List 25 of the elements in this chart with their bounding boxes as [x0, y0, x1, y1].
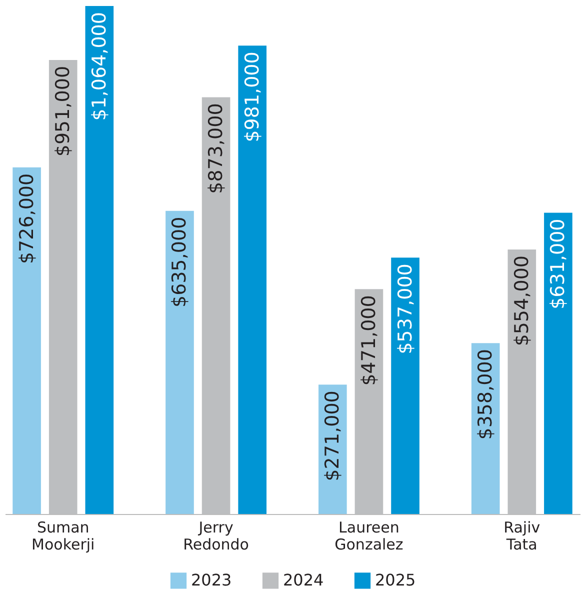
x-tick-label: Jerry Redondo — [183, 518, 249, 554]
x-tick-label: Laureen Gonzalez — [334, 518, 404, 554]
legend-label: 2024 — [283, 570, 324, 590]
data-label: $631,000 — [547, 218, 570, 310]
data-label: $951,000 — [52, 66, 74, 157]
x-tick-label: Rajiv Tata — [504, 518, 540, 554]
data-label: $471,000 — [358, 295, 380, 386]
data-label: $271,000 — [322, 390, 344, 482]
bar — [544, 212, 572, 514]
data-label: $726,000 — [16, 173, 38, 264]
data-label: $635,000 — [168, 216, 191, 308]
data-label: $981,000 — [241, 52, 264, 142]
data-label: $537,000 — [394, 264, 416, 354]
bar — [166, 210, 194, 514]
data-label: $358,000 — [474, 349, 497, 440]
bar — [85, 6, 114, 514]
legend-label: 2025 — [375, 570, 416, 590]
data-label: $873,000 — [205, 103, 228, 194]
data-label: $1,064,000 — [88, 12, 110, 121]
bar — [238, 46, 267, 514]
legend-label: 2023 — [191, 570, 232, 590]
x-tick-label: Suman Mookerji — [32, 518, 95, 554]
bar — [391, 258, 420, 514]
data-label: $554,000 — [510, 255, 533, 346]
bar — [12, 167, 41, 514]
